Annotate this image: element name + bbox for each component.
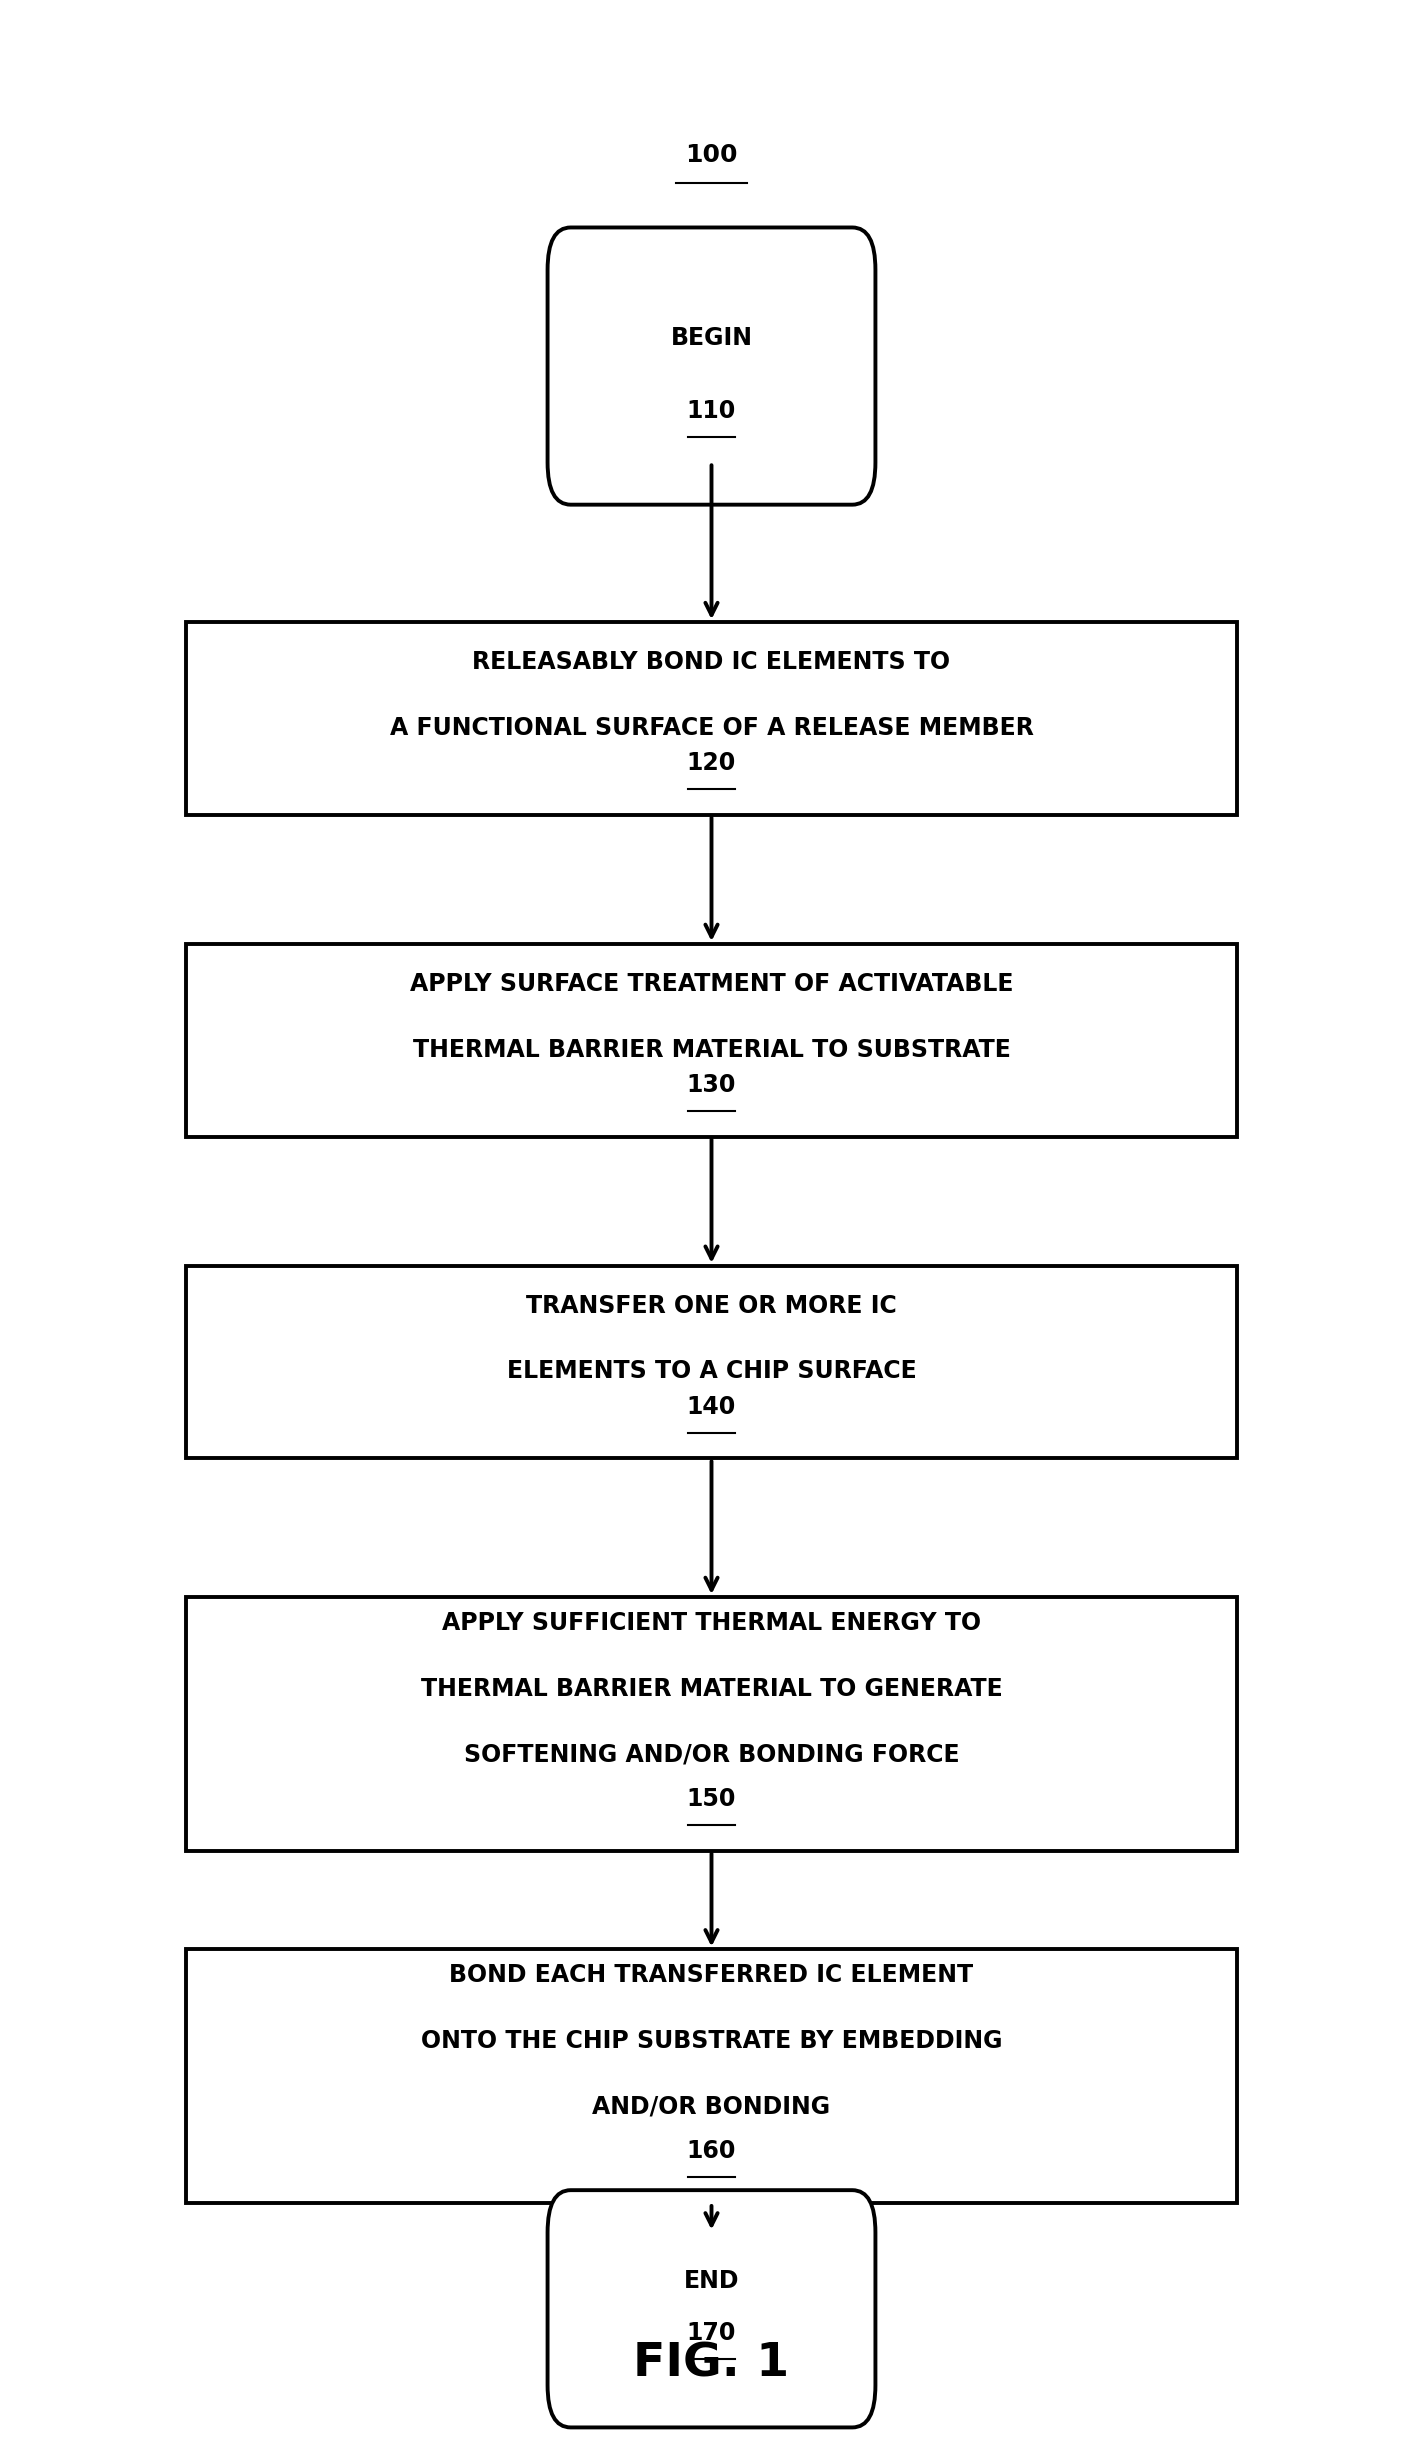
Text: BOND EACH TRANSFERRED IC ELEMENT: BOND EACH TRANSFERRED IC ELEMENT [450, 1962, 973, 1987]
Text: END: END [683, 2268, 740, 2293]
Bar [186, 945, 1237, 1135]
Text: 140: 140 [687, 1395, 736, 1419]
Text: TRANSFER ONE OR MORE IC: TRANSFER ONE OR MORE IC [527, 1294, 896, 1319]
Bar [186, 1598, 1237, 1850]
Text: 110: 110 [687, 399, 736, 423]
Text: THERMAL BARRIER MATERIAL TO GENERATE: THERMAL BARRIER MATERIAL TO GENERATE [421, 1676, 1002, 1701]
Text: ELEMENTS TO A CHIP SURFACE: ELEMENTS TO A CHIP SURFACE [507, 1361, 916, 1383]
Text: SOFTENING AND/OR BONDING FORCE: SOFTENING AND/OR BONDING FORCE [464, 1742, 959, 1767]
Text: 130: 130 [687, 1072, 736, 1096]
Bar [186, 1265, 1237, 1458]
Text: THERMAL BARRIER MATERIAL TO SUBSTRATE: THERMAL BARRIER MATERIAL TO SUBSTRATE [413, 1038, 1010, 1062]
FancyBboxPatch shape [548, 2190, 875, 2427]
Text: 120: 120 [687, 751, 736, 776]
Text: AND/OR BONDING: AND/OR BONDING [592, 2095, 831, 2119]
Text: RELEASABLY BOND IC ELEMENTS TO: RELEASABLY BOND IC ELEMENTS TO [472, 651, 951, 673]
Text: ONTO THE CHIP SUBSTRATE BY EMBEDDING: ONTO THE CHIP SUBSTRATE BY EMBEDDING [421, 2029, 1002, 2053]
Text: BEGIN: BEGIN [670, 325, 753, 350]
Text: APPLY SURFACE TREATMENT OF ACTIVATABLE: APPLY SURFACE TREATMENT OF ACTIVATABLE [410, 971, 1013, 996]
Text: A FUNCTIONAL SURFACE OF A RELEASE MEMBER: A FUNCTIONAL SURFACE OF A RELEASE MEMBER [390, 717, 1033, 739]
Text: FIG. 1: FIG. 1 [633, 2342, 790, 2386]
Text: 170: 170 [687, 2322, 736, 2347]
Text: APPLY SUFFICIENT THERMAL ENERGY TO: APPLY SUFFICIENT THERMAL ENERGY TO [443, 1610, 980, 1635]
Text: 160: 160 [687, 2139, 736, 2163]
Bar [186, 622, 1237, 815]
Bar [186, 1950, 1237, 2202]
FancyBboxPatch shape [548, 228, 875, 504]
Text: 150: 150 [687, 1786, 736, 1811]
Text: 100: 100 [686, 142, 737, 166]
